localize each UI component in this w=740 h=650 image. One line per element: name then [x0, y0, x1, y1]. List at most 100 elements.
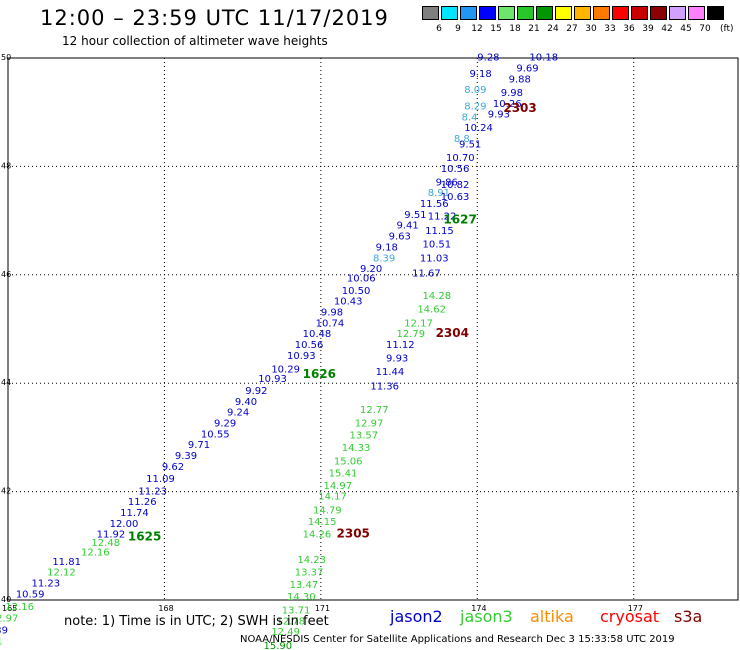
swh-value: 13.37 — [295, 568, 324, 579]
colorbar-label: 12 — [471, 24, 483, 34]
colorbar-swatch — [498, 6, 516, 20]
pass-time-label: 2303 — [503, 101, 536, 115]
swh-value: 10.26 — [493, 99, 522, 110]
swh-value: 12.17 — [404, 318, 433, 329]
swh-value: 10.63 — [441, 192, 470, 203]
axis-labels: 40 42 44 46 48 50 165 168 171 174 177 — [1, 53, 643, 613]
lat-tick-label: 42 — [1, 487, 11, 496]
lon-tick-label: 174 — [471, 604, 486, 613]
swh-value: 10.24 — [464, 123, 493, 134]
legend-altika: altika — [530, 607, 574, 626]
swh-value: 8.91 — [428, 188, 450, 199]
swh-value: 15.06 — [334, 457, 363, 468]
swh-value: 9.18 — [376, 242, 398, 253]
swh-value: 14.97 — [323, 481, 352, 492]
swh-value: 10.55 — [201, 429, 230, 440]
lon-tick-label: 171 — [315, 604, 330, 613]
swh-value: 8.09 — [464, 85, 486, 96]
swh-value: 11.22 — [428, 212, 457, 223]
swh-value: 9.39 — [175, 451, 197, 462]
map-grid — [7, 57, 739, 601]
colorbar-swatch — [688, 6, 706, 20]
swh-value: 12.49 — [271, 627, 300, 638]
swh-value: 9.62 — [162, 462, 184, 473]
colorbar-swatch — [517, 6, 535, 20]
swh-value: 14.79 — [313, 505, 342, 516]
swh-value: 10.43 — [334, 297, 363, 308]
swh-value: 10.59 — [16, 589, 45, 600]
colorbar-swatch — [707, 6, 725, 20]
swh-value: 10.50 — [342, 286, 371, 297]
swh-value: 9.88 — [509, 74, 531, 85]
map-subtitle: 12 hour collection of altimeter wave hei… — [62, 34, 328, 48]
swh-value: 10.51 — [423, 240, 452, 251]
swh-value: 12.00 — [110, 519, 139, 530]
swh-value: 9.51 — [404, 210, 426, 221]
legend-jason2: jason2 — [390, 607, 443, 626]
swh-value: 9.24 — [227, 408, 249, 419]
swh-value: 14.23 — [297, 555, 326, 566]
swh-value: 9.92 — [245, 386, 267, 397]
footer-credit: NOAA/NESDIS Center for Satellite Applica… — [240, 634, 675, 645]
swh-value: 12.79 — [396, 329, 425, 340]
colorbar-label: 27 — [566, 24, 578, 34]
legend-jason3: jason3 — [460, 607, 513, 626]
swh-value: 9.69 — [516, 64, 538, 75]
swh-value: 13.47 — [290, 580, 319, 591]
swh-value: 9.40 — [235, 397, 257, 408]
pass-time-label: 1627 — [443, 212, 476, 226]
map-title: 12:00 – 23:59 UTC 11/17/2019 — [40, 6, 389, 30]
swh-value: 11.74 — [120, 508, 149, 519]
legend-s3a: s3a — [674, 607, 703, 626]
colorbar-label: 70 — [699, 24, 711, 34]
swh-value: 12.78 — [277, 616, 306, 627]
swh-value: 9.28 — [477, 53, 499, 64]
colorbar-swatch — [460, 6, 478, 20]
swh-value: 14.17 — [318, 492, 347, 503]
swh-value: 14.26 — [303, 530, 332, 541]
swh-value: 10.82 — [441, 180, 470, 191]
swh-value: 13.71 — [282, 606, 311, 617]
lat-tick-label: 48 — [1, 161, 11, 170]
colorbar-label: 36 — [623, 24, 635, 34]
legend-cryosat: cryosat — [600, 607, 660, 626]
colorbar-label: 6 — [436, 24, 442, 34]
swh-value: 12.97 — [355, 419, 384, 430]
swh-value: 11.92 — [97, 530, 126, 541]
swh-value: 10.93 — [258, 374, 287, 385]
colorbar-label: 45 — [680, 24, 692, 34]
swh-value: 12.48 — [91, 538, 120, 549]
swh-value: 14.62 — [417, 305, 446, 316]
swh-value: 12.12 — [47, 568, 76, 579]
colorbar-swatch — [441, 6, 459, 20]
swh-value: 11.36 — [370, 382, 399, 393]
swh-value: 11.15 — [425, 226, 454, 237]
swh-value: 11.44 — [376, 367, 405, 378]
colorbar-label: 30 — [585, 24, 597, 34]
pass-time-label: 2304 — [436, 326, 469, 340]
swh-value: 14.30 — [287, 592, 316, 603]
colorbar-label: 18 — [509, 24, 521, 34]
colorbar-swatch — [669, 6, 687, 20]
swh-value: 9.63 — [389, 232, 411, 243]
colorbar-swatch — [631, 6, 649, 20]
swh-value: 8.39 — [373, 253, 395, 264]
swh-value: 10.56 — [295, 340, 324, 351]
swh-value: 11.23 — [31, 578, 60, 589]
swh-value: 10.06 — [347, 273, 376, 284]
pass-time-label: 1626 — [303, 367, 336, 381]
colorbar-swatch — [650, 6, 668, 20]
swh-value: 11.56 — [420, 199, 449, 210]
swh-value: 8.4 — [462, 112, 478, 123]
swh-value: 12.77 — [360, 405, 389, 416]
swh-value: 11.03 — [420, 253, 449, 264]
swh-value: 10.18 — [529, 53, 558, 64]
swh-value: 9.20 — [360, 264, 382, 275]
lat-tick-label: 44 — [1, 378, 11, 387]
colorbar-label: 24 — [547, 24, 559, 34]
colorbar-swatch — [479, 6, 497, 20]
colorbar-label: 42 — [661, 24, 673, 34]
swh-value: 11.39 — [0, 626, 8, 637]
swh-value: 9.51 — [459, 139, 481, 150]
